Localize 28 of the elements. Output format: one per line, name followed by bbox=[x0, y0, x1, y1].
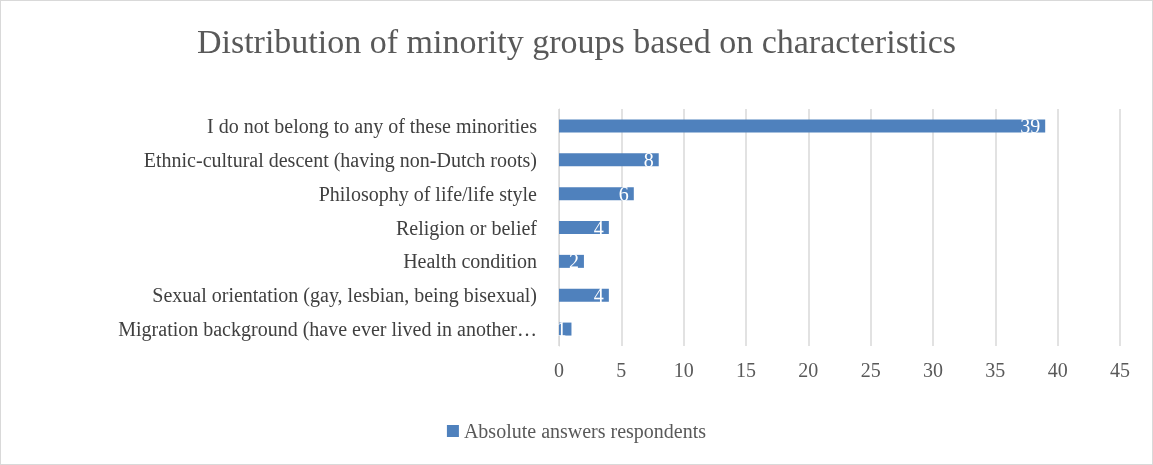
x-tick-label: 0 bbox=[554, 359, 564, 381]
y-tick-label: I do not belong to any of these minorities bbox=[207, 114, 538, 138]
x-tick-label: 10 bbox=[673, 359, 694, 381]
chart-title: Distribution of minority groups based on characteristics bbox=[196, 22, 957, 60]
y-tick-label: Sexual orientation (gay, lesbian, being bisexual) bbox=[152, 284, 537, 308]
data-label: 2 bbox=[568, 250, 579, 273]
x-tick-label: 5 bbox=[616, 359, 627, 381]
y-tick-label: Ethnic-cultural descent (having non-Dutch roots) bbox=[143, 148, 537, 172]
x-tick-label: 25 bbox=[860, 359, 881, 381]
bar bbox=[559, 187, 634, 201]
legend-label: Absolute answers respondents bbox=[463, 420, 707, 443]
x-tick-label: 20 bbox=[798, 359, 819, 381]
bar bbox=[559, 153, 659, 167]
x-tick-label: 45 bbox=[1110, 359, 1130, 381]
y-tick-label: Health condition bbox=[403, 250, 537, 273]
bar bbox=[559, 119, 1046, 133]
x-tick-label: 40 bbox=[1047, 359, 1068, 381]
data-label: 6 bbox=[618, 182, 629, 205]
data-label: 39 bbox=[1020, 114, 1041, 137]
x-tick-label: 30 bbox=[923, 359, 943, 381]
x-tick-label: 15 bbox=[736, 359, 756, 381]
data-label: 4 bbox=[593, 284, 604, 307]
y-tick-label: Philosophy of life/life style bbox=[318, 182, 538, 206]
data-label: 8 bbox=[643, 148, 654, 171]
y-tick-label: Religion or belief bbox=[395, 216, 538, 240]
data-label: 4 bbox=[593, 216, 604, 239]
y-tick-label: Migration background (have ever lived in another… bbox=[118, 318, 537, 342]
x-tick-label: 35 bbox=[985, 359, 1006, 381]
